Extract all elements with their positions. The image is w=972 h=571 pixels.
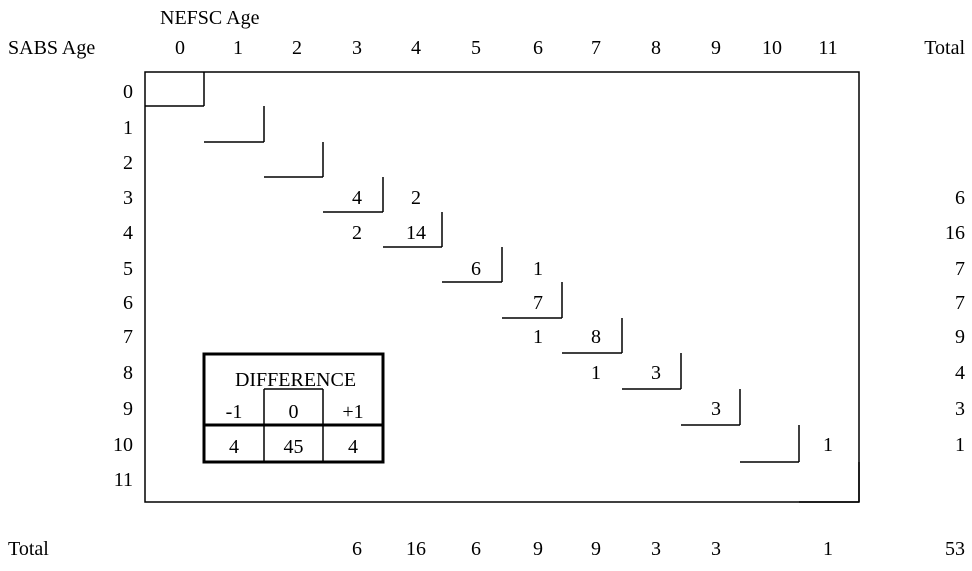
column-total: 16 (406, 538, 426, 560)
row-total: 7 (955, 258, 965, 280)
row-total: 9 (955, 326, 965, 348)
difference-title: DIFFERENCE (235, 369, 356, 391)
col-tick-label: 1 (233, 37, 243, 59)
cell-value: 7 (533, 292, 543, 314)
cell-value: 3 (651, 362, 661, 384)
column-total: 9 (533, 538, 543, 560)
row-tick-label: 9 (123, 398, 133, 420)
cell-value: 4 (352, 187, 362, 209)
row-total: 4 (955, 362, 965, 384)
row-tick-label: 7 (123, 326, 133, 348)
col-tick-label: 11 (818, 37, 837, 59)
col-tick-label: 9 (711, 37, 721, 59)
total-row-label: Total (8, 538, 49, 560)
row-tick-label: 8 (123, 362, 133, 384)
column-total: 1 (823, 538, 833, 560)
cell-value: 1 (533, 326, 543, 348)
row-tick-label: 11 (114, 469, 133, 491)
cell-value: 6 (471, 258, 481, 280)
cell-value: 14 (406, 222, 426, 244)
cell-value: 1 (591, 362, 601, 384)
difference-label: 0 (289, 401, 299, 423)
row-tick-label: 1 (123, 117, 133, 139)
column-total: 3 (711, 538, 721, 560)
cell-value: 8 (591, 326, 601, 348)
cell-value: 2 (411, 187, 421, 209)
row-total: 3 (955, 398, 965, 420)
column-total: 3 (651, 538, 661, 560)
cell-value: 3 (711, 398, 721, 420)
difference-value: 45 (284, 436, 304, 458)
row-tick-label: 2 (123, 152, 133, 174)
grand-total: 53 (945, 538, 965, 560)
row-axis-title: SABS Age (8, 37, 95, 59)
column-total: 9 (591, 538, 601, 560)
row-tick-label: 0 (123, 81, 133, 103)
difference-label: -1 (226, 401, 243, 423)
cell-value: 1 (823, 434, 833, 456)
difference-box (202, 352, 385, 464)
cell-value: 2 (352, 222, 362, 244)
table-frame (144, 71, 860, 503)
row-tick-label: 10 (113, 434, 133, 456)
col-axis-title: NEFSC Age (160, 7, 260, 29)
col-tick-label: 6 (533, 37, 543, 59)
col-tick-label: 0 (175, 37, 185, 59)
row-tick-label: 3 (123, 187, 133, 209)
col-tick-label: 2 (292, 37, 302, 59)
column-total: 6 (471, 538, 481, 560)
col-tick-label: 10 (762, 37, 782, 59)
row-total: 7 (955, 292, 965, 314)
row-tick-label: 6 (123, 292, 133, 314)
col-tick-label: 8 (651, 37, 661, 59)
row-total: 6 (955, 187, 965, 209)
difference-label: +1 (342, 401, 363, 423)
difference-value: 4 (348, 436, 358, 458)
column-total: 6 (352, 538, 362, 560)
total-column-header: Total (924, 37, 965, 59)
cell-value: 1 (533, 258, 543, 280)
row-total: 16 (945, 222, 965, 244)
row-total: 1 (955, 434, 965, 456)
col-tick-label: 5 (471, 37, 481, 59)
row-tick-label: 4 (123, 222, 133, 244)
col-tick-label: 7 (591, 37, 601, 59)
col-tick-label: 4 (411, 37, 421, 59)
col-tick-label: 3 (352, 37, 362, 59)
row-tick-label: 5 (123, 258, 133, 280)
difference-value: 4 (229, 436, 239, 458)
